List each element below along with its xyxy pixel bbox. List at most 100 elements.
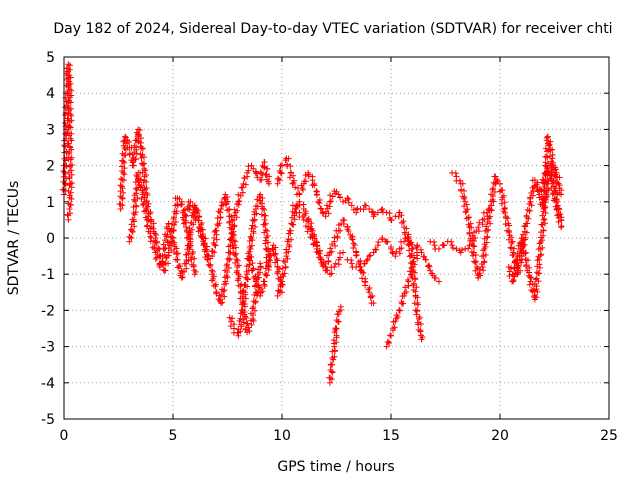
- data-point: [540, 227, 547, 234]
- data-point: [147, 238, 154, 245]
- data-point: [173, 251, 180, 258]
- data-point: [249, 305, 256, 312]
- data-point: [337, 227, 344, 234]
- data-point: [480, 267, 487, 274]
- data-point: [249, 267, 256, 274]
- data-point: [235, 282, 242, 289]
- data-point: [64, 211, 71, 218]
- data-point: [395, 213, 402, 220]
- data-point: [334, 233, 341, 240]
- data-point: [479, 263, 486, 270]
- data-point: [490, 179, 497, 186]
- data-point: [490, 192, 497, 199]
- data-point: [551, 172, 558, 179]
- data-point: [303, 217, 310, 224]
- data-point: [116, 201, 123, 208]
- data-point: [213, 290, 220, 297]
- data-point: [366, 253, 373, 260]
- data-point: [505, 222, 512, 229]
- data-point: [472, 251, 479, 258]
- data-point: [301, 178, 308, 185]
- data-point: [384, 239, 391, 246]
- data-point: [435, 278, 442, 285]
- data-point: [324, 267, 331, 274]
- data-point: [353, 209, 360, 216]
- data-point: [418, 336, 425, 343]
- data-point: [237, 315, 244, 322]
- data-point: [387, 332, 394, 339]
- data-point: [150, 220, 157, 227]
- data-point: [374, 209, 381, 216]
- data-point: [539, 176, 546, 183]
- data-point: [481, 259, 488, 266]
- data-point: [392, 318, 399, 325]
- data-point: [475, 228, 482, 235]
- data-point: [224, 193, 231, 200]
- data-point: [541, 216, 548, 223]
- data-point: [65, 115, 72, 122]
- data-point: [221, 293, 228, 300]
- data-point: [121, 165, 128, 172]
- data-point: [534, 179, 541, 186]
- data-point: [462, 209, 469, 216]
- data-point: [353, 252, 360, 259]
- data-point: [348, 202, 355, 209]
- data-point: [285, 155, 292, 162]
- data-point: [190, 249, 197, 256]
- data-point: [237, 192, 244, 199]
- data-point: [226, 257, 233, 264]
- data-point: [145, 228, 152, 235]
- data-point: [373, 246, 380, 253]
- data-point: [195, 217, 202, 224]
- data-point: [550, 183, 557, 190]
- data-point: [121, 171, 128, 178]
- data-point: [202, 235, 209, 242]
- data-point: [119, 150, 126, 157]
- data-point: [487, 213, 494, 220]
- data-point: [538, 237, 545, 244]
- data-point: [135, 132, 142, 139]
- data-point: [262, 212, 269, 219]
- data-point: [550, 197, 557, 204]
- data-point: [489, 186, 496, 193]
- data-point: [317, 205, 324, 212]
- data-point: [422, 256, 429, 263]
- data-point: [340, 249, 347, 256]
- data-point: [540, 216, 547, 223]
- data-point: [472, 267, 479, 274]
- data-point: [329, 354, 336, 361]
- data-point: [270, 250, 277, 257]
- data-point: [502, 221, 509, 228]
- data-point: [288, 236, 295, 243]
- data-point: [259, 205, 266, 212]
- data-point: [168, 228, 175, 235]
- data-point: [239, 189, 246, 196]
- data-point: [537, 252, 544, 259]
- data-point: [327, 361, 334, 368]
- data-point: [207, 263, 214, 270]
- data-point: [316, 199, 323, 206]
- data-point: [548, 169, 555, 176]
- data-point: [139, 161, 146, 168]
- data-point: [388, 217, 395, 224]
- data-point: [181, 268, 188, 275]
- data-point: [558, 223, 565, 230]
- data-point: [401, 238, 408, 245]
- data-point: [539, 212, 546, 219]
- data-point: [128, 227, 135, 234]
- data-point: [66, 163, 73, 170]
- data-point: [171, 208, 178, 215]
- data-point: [554, 212, 561, 219]
- data-point: [292, 205, 299, 212]
- data-point: [328, 198, 335, 205]
- data-point: [217, 209, 224, 216]
- data-point: [367, 252, 374, 259]
- data-point: [152, 256, 159, 263]
- data-point: [476, 219, 483, 226]
- data-point: [224, 255, 231, 262]
- data-point: [520, 250, 527, 257]
- data-point: [169, 237, 176, 244]
- data-point: [417, 332, 424, 339]
- data-point: [431, 242, 438, 249]
- plot-frame: [63, 56, 610, 420]
